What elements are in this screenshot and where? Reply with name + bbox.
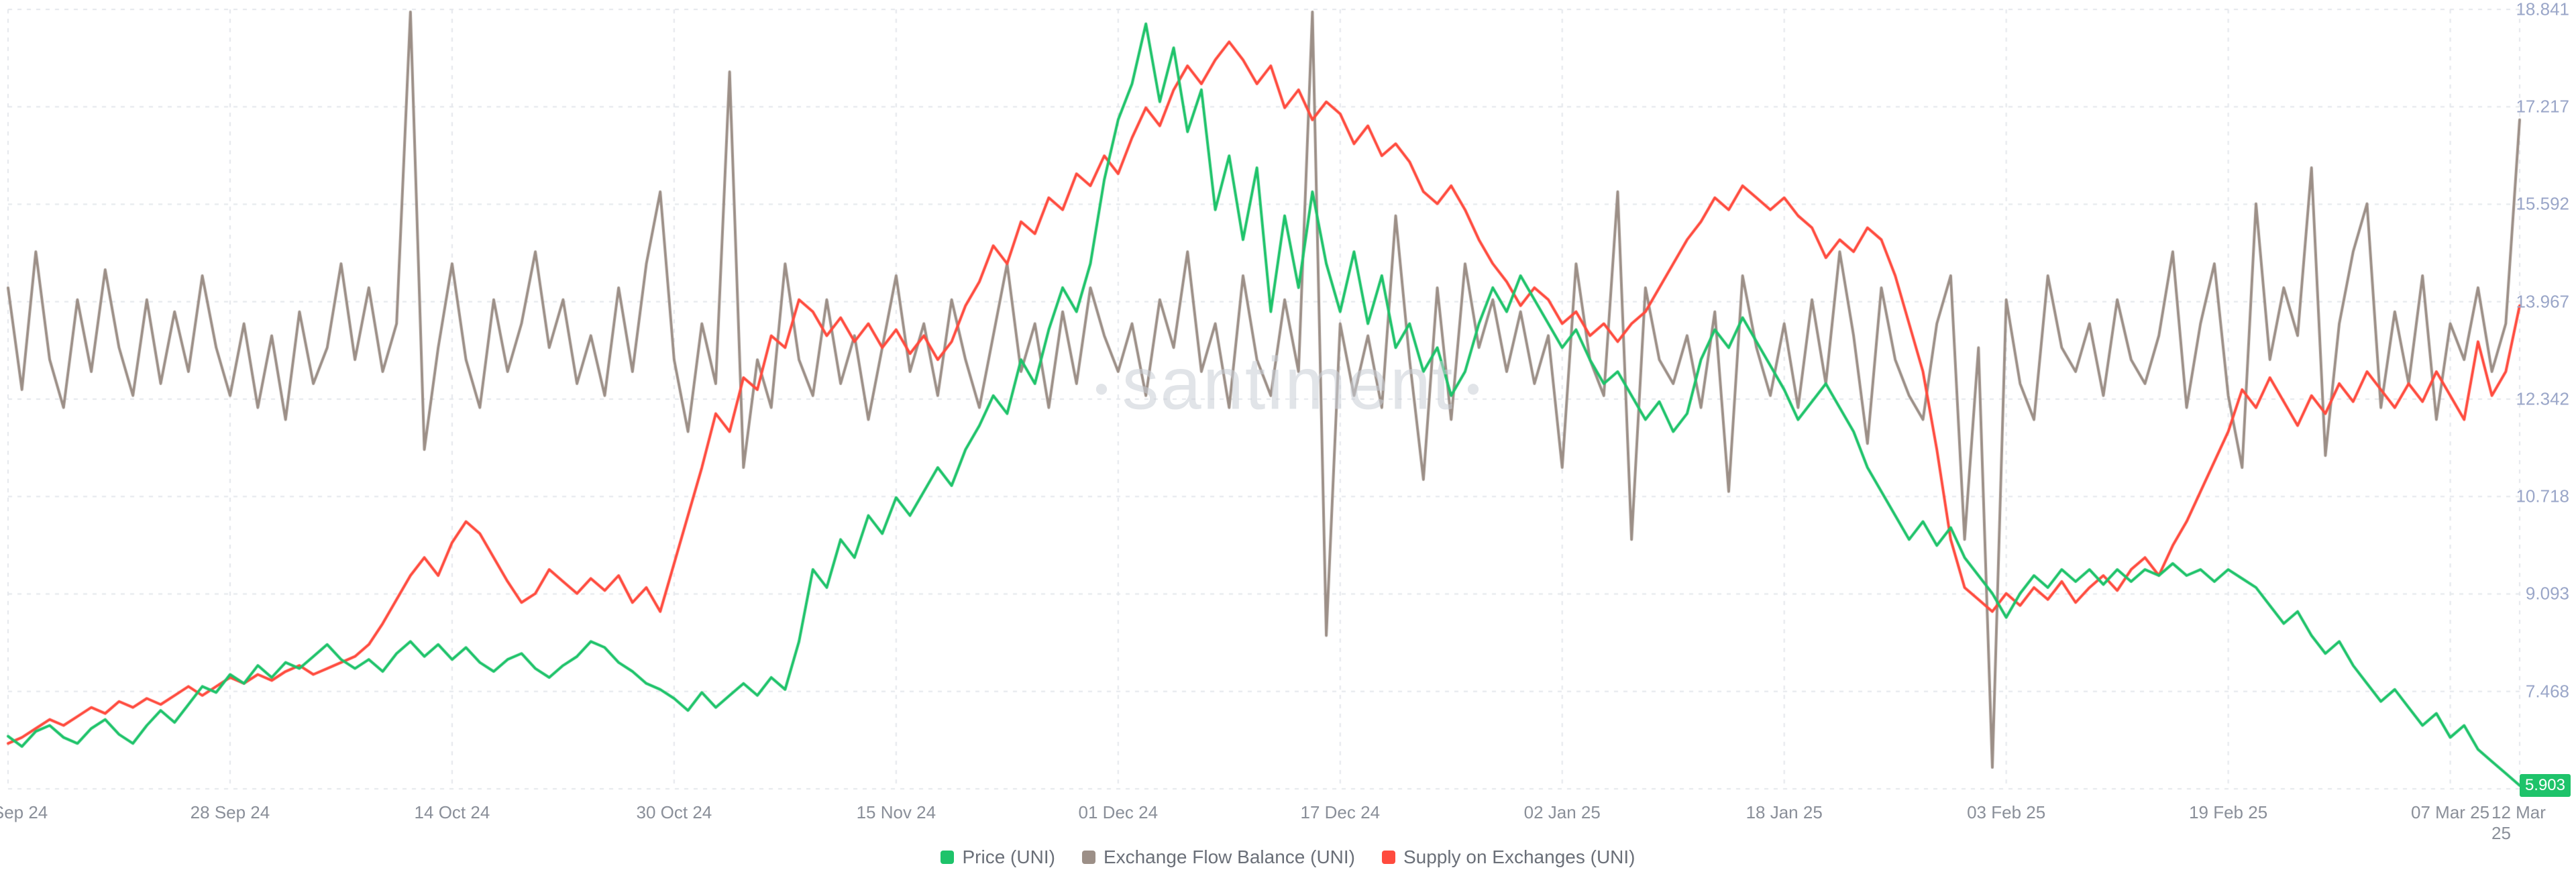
x-axis-tick-label: 17 Dec 24 xyxy=(1301,802,1381,823)
legend-swatch-price xyxy=(941,851,954,864)
x-axis-tick-label: 03 Feb 25 xyxy=(1967,802,2045,823)
x-axis-tick-label: 18 Jan 25 xyxy=(1746,802,1823,823)
x-axis-tick-label: 12 Mar 25 xyxy=(2491,802,2548,844)
legend-swatch-supply xyxy=(1382,851,1395,864)
line-chart-canvas xyxy=(0,0,2576,872)
y-axis-tick-label: 18.841 xyxy=(2516,0,2569,20)
price-last-value-text: 5.903 xyxy=(2525,776,2565,794)
x-axis-tick-label: 28 Sep 24 xyxy=(191,802,270,823)
legend-item-supply[interactable]: Supply on Exchanges (UNI) xyxy=(1382,847,1635,868)
chart-root: •santiment• 18.84117.21715.59213.96712.3… xyxy=(0,0,2576,872)
x-axis-tick-label: 19 Feb 25 xyxy=(2189,802,2267,823)
y-axis-tick-label: 10.718 xyxy=(2516,486,2569,507)
x-axis-tick-label: 15 Nov 24 xyxy=(857,802,936,823)
x-axis-tick-label: 14 Oct 24 xyxy=(415,802,490,823)
legend-label-exchange-flow: Exchange Flow Balance (UNI) xyxy=(1104,847,1355,868)
y-axis-tick-label: 12.342 xyxy=(2516,389,2569,410)
x-axis-tick-label: 02 Jan 25 xyxy=(1524,802,1601,823)
legend-label-supply: Supply on Exchanges (UNI) xyxy=(1403,847,1635,868)
y-axis-tick-label: 13.967 xyxy=(2516,291,2569,312)
x-axis-tick-label: 12 Sep 24 xyxy=(0,802,48,823)
x-axis-tick-label: 30 Oct 24 xyxy=(637,802,712,823)
y-axis-tick-label: 9.093 xyxy=(2526,584,2569,604)
legend: Price (UNI) Exchange Flow Balance (UNI) … xyxy=(0,847,2576,868)
legend-swatch-exchange-flow xyxy=(1082,851,1095,864)
legend-item-exchange-flow[interactable]: Exchange Flow Balance (UNI) xyxy=(1082,847,1355,868)
legend-label-price: Price (UNI) xyxy=(962,847,1055,868)
x-axis-tick-label: 07 Mar 25 xyxy=(2411,802,2489,823)
price-last-value-tag: 5.903 xyxy=(2520,774,2571,797)
legend-item-price[interactable]: Price (UNI) xyxy=(941,847,1055,868)
y-axis-tick-label: 17.217 xyxy=(2516,97,2569,117)
y-axis-tick-label: 15.592 xyxy=(2516,194,2569,215)
y-axis-tick-label: 7.468 xyxy=(2526,681,2569,702)
x-axis-tick-label: 01 Dec 24 xyxy=(1079,802,1159,823)
